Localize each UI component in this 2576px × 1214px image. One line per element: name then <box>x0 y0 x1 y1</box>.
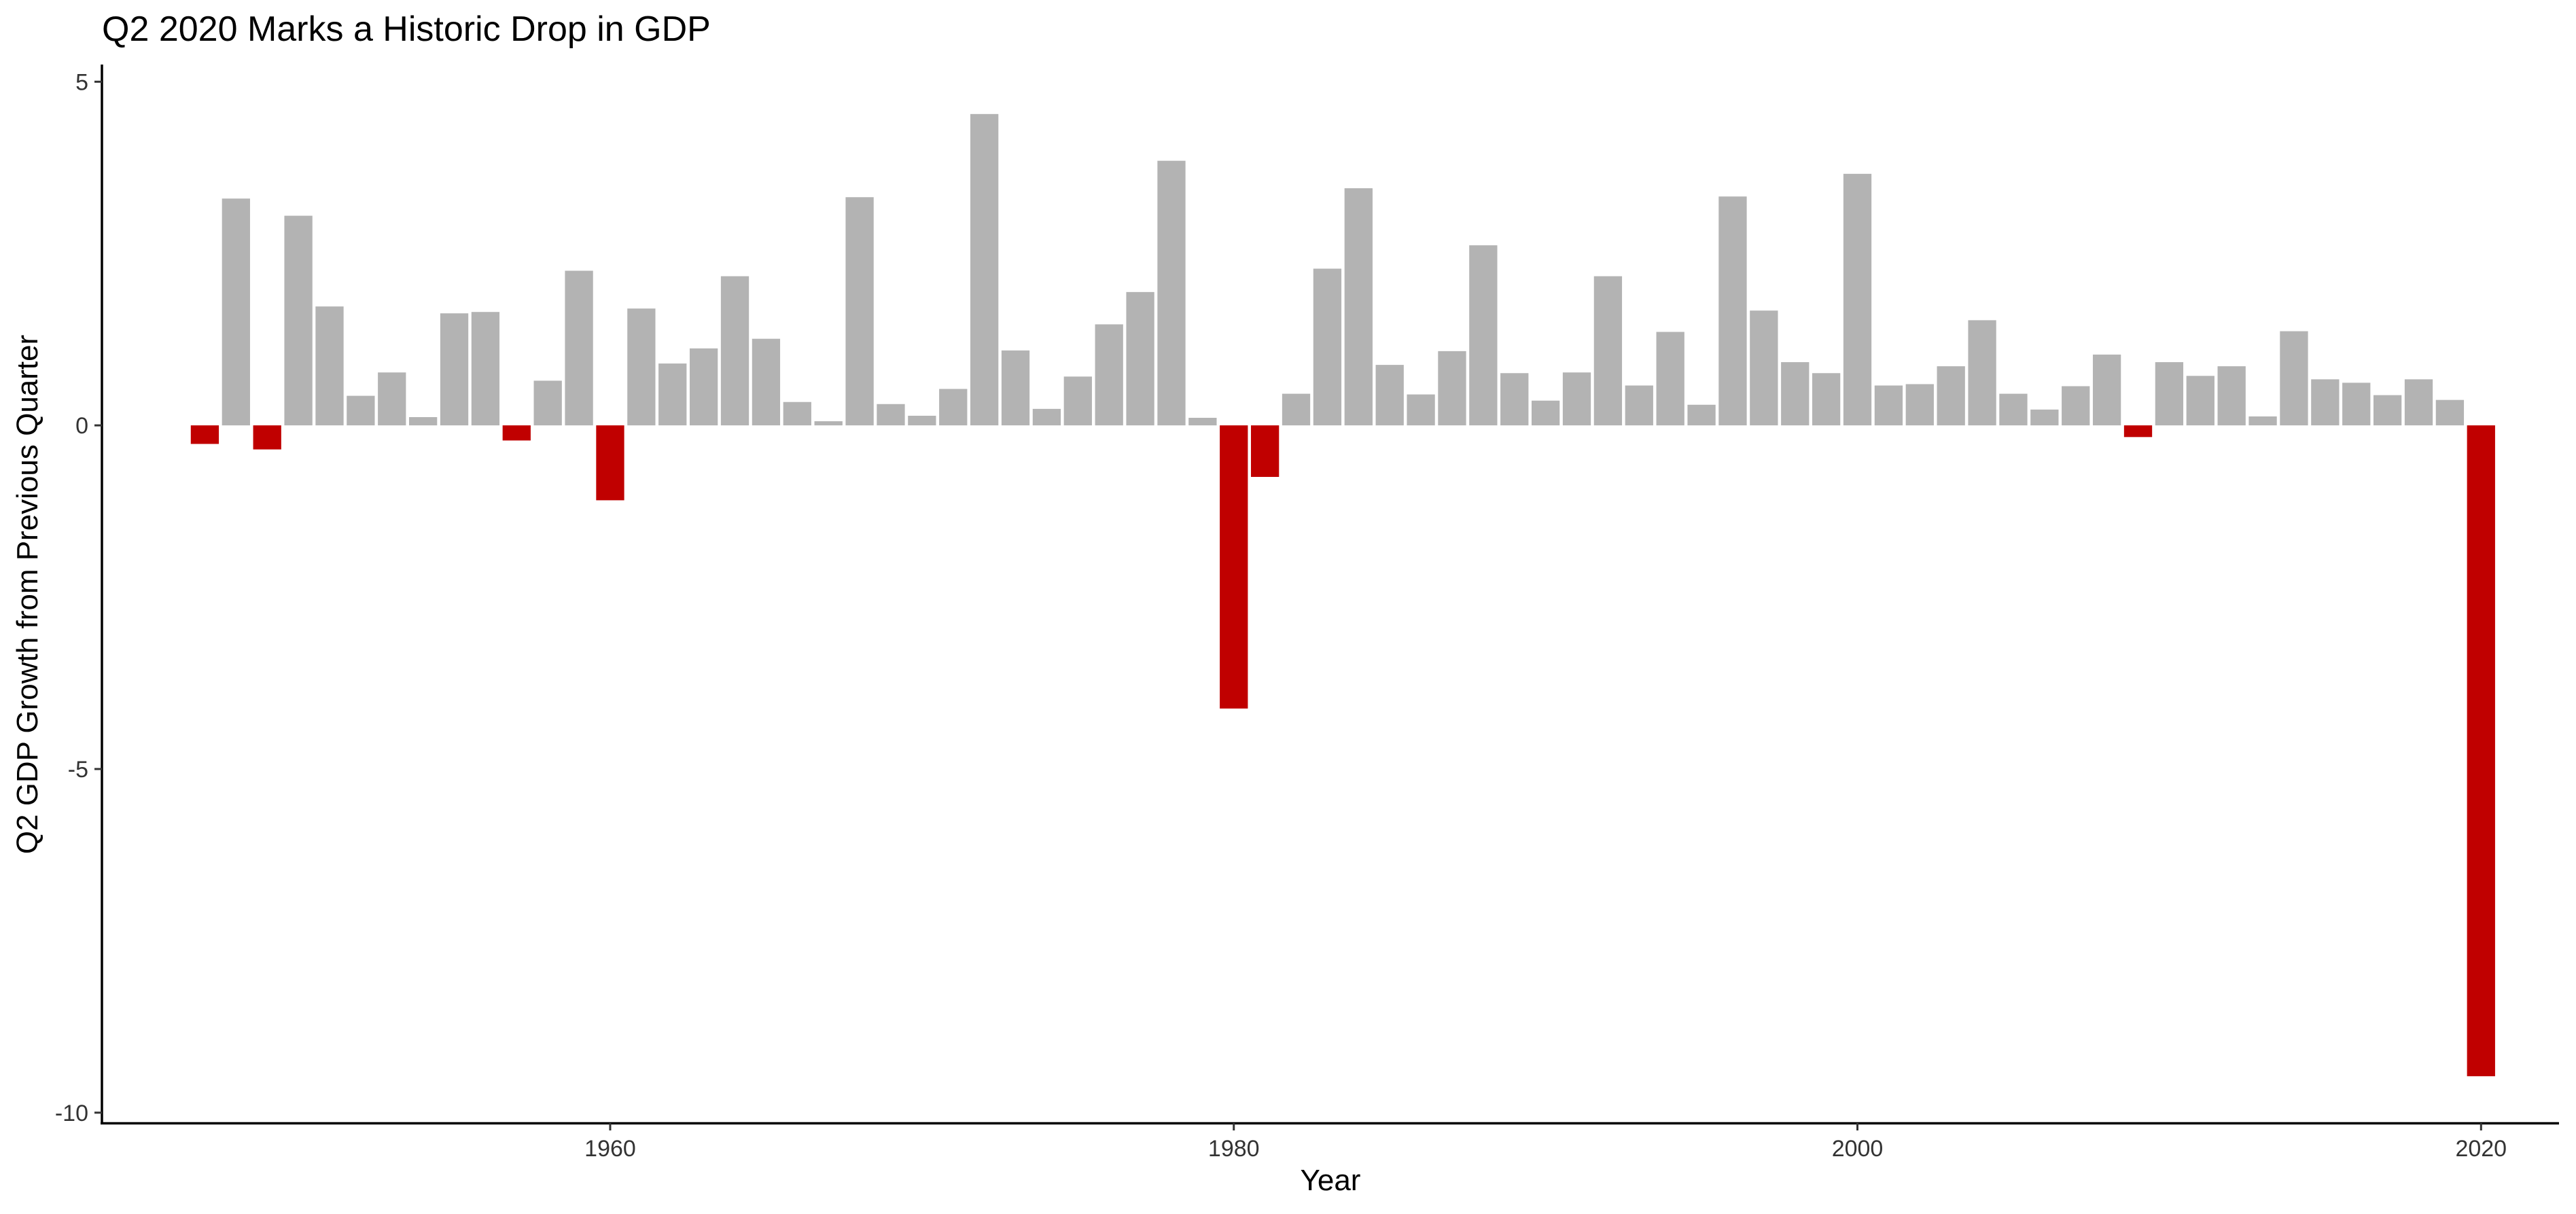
bar-1948 <box>222 198 250 426</box>
y-tick-label: -5 <box>68 757 88 783</box>
bar-2010 <box>2155 362 2184 426</box>
bar-1985 <box>1375 365 1404 426</box>
bar-1988 <box>1469 245 1498 426</box>
bar-2004 <box>1968 320 1996 426</box>
bar-2008 <box>2092 354 2121 426</box>
bar-1979 <box>1188 418 1217 426</box>
bar-1960 <box>596 425 624 501</box>
bar-1967 <box>814 421 843 426</box>
bar-1996 <box>1718 196 1747 426</box>
bar-2019 <box>2435 399 2465 426</box>
x-tick-label: 1980 <box>1208 1136 1260 1162</box>
bar-1976 <box>1095 324 1123 426</box>
bar-1983 <box>1313 268 1342 426</box>
bar-2000 <box>1843 173 1872 426</box>
bar-1966 <box>783 401 811 426</box>
bar-1997 <box>1750 310 1778 426</box>
bar-1989 <box>1500 373 1529 426</box>
bar-2016 <box>2342 382 2371 426</box>
y-axis-title: Q2 GDP Growth from Previous Quarter <box>11 335 44 855</box>
bar-1951 <box>315 306 344 426</box>
bar-1955 <box>440 313 469 426</box>
bar-2013 <box>2248 416 2277 426</box>
bar-1980 <box>1220 425 1248 709</box>
bar-2012 <box>2217 366 2246 426</box>
chart-title: Q2 2020 Marks a Historic Drop in GDP <box>102 10 711 49</box>
bar-2007 <box>2062 386 2090 426</box>
bar-1978 <box>1157 160 1186 426</box>
bar-1993 <box>1625 385 1653 426</box>
bar-1964 <box>720 276 749 426</box>
y-tick-label: -10 <box>55 1101 88 1126</box>
bar-2011 <box>2186 376 2215 426</box>
bar-1987 <box>1438 351 1466 426</box>
bar-2014 <box>2280 331 2308 426</box>
bar-1973 <box>1001 350 1030 426</box>
x-tick-label: 2020 <box>2455 1136 2507 1162</box>
bar-1975 <box>1063 376 1092 426</box>
bar-2020 <box>2467 425 2495 1077</box>
bar-1958 <box>533 380 562 426</box>
bar-1959 <box>565 270 593 426</box>
bar-1981 <box>1250 425 1280 478</box>
bar-1961 <box>627 308 656 426</box>
bar-2006 <box>2030 409 2059 426</box>
bar-1977 <box>1126 291 1154 426</box>
bar-1962 <box>658 363 687 426</box>
x-tick-label: 2000 <box>1832 1136 1884 1162</box>
bar-1992 <box>1593 276 1623 426</box>
bar-1970 <box>908 415 936 426</box>
bar-1986 <box>1407 394 1435 426</box>
y-axis-ticks: 5 0 -5 -10 <box>55 69 102 1126</box>
bar-2005 <box>1999 393 2028 426</box>
bar-2015 <box>2311 379 2340 426</box>
bar-2003 <box>1937 366 1965 426</box>
bar-1956 <box>471 312 500 426</box>
bars-group <box>190 113 2495 1077</box>
bar-2001 <box>1874 385 1903 426</box>
bar-1991 <box>1562 372 1591 426</box>
bar-1954 <box>409 417 438 426</box>
y-tick-label: 0 <box>75 413 88 439</box>
bar-1965 <box>752 338 781 426</box>
y-tick-label: 5 <box>75 69 88 95</box>
x-axis-ticks: 1960 1980 2000 2020 <box>584 1123 2507 1162</box>
bar-2017 <box>2373 395 2402 426</box>
bar-1998 <box>1781 362 1810 426</box>
x-tick-label: 1960 <box>584 1136 636 1162</box>
bar-1971 <box>939 389 968 426</box>
bar-1949 <box>253 425 281 450</box>
bar-1984 <box>1344 188 1373 426</box>
bar-1963 <box>689 348 718 426</box>
bar-2009 <box>2123 425 2153 438</box>
bar-1947 <box>190 425 219 444</box>
bar-1994 <box>1656 332 1684 426</box>
bar-1972 <box>970 113 999 426</box>
x-axis-title: Year <box>1301 1164 1361 1197</box>
bar-1974 <box>1032 408 1061 426</box>
bar-1950 <box>284 215 313 426</box>
bar-1969 <box>877 404 905 426</box>
bar-1982 <box>1282 393 1311 426</box>
bar-1952 <box>347 395 375 426</box>
bar-2002 <box>1905 384 1934 426</box>
bar-1995 <box>1687 404 1716 426</box>
bar-1957 <box>502 425 531 441</box>
bar-1999 <box>1812 373 1841 426</box>
bar-1953 <box>378 372 406 426</box>
bar-1968 <box>845 197 874 426</box>
bar-2018 <box>2404 379 2433 426</box>
bar-1990 <box>1531 400 1560 426</box>
